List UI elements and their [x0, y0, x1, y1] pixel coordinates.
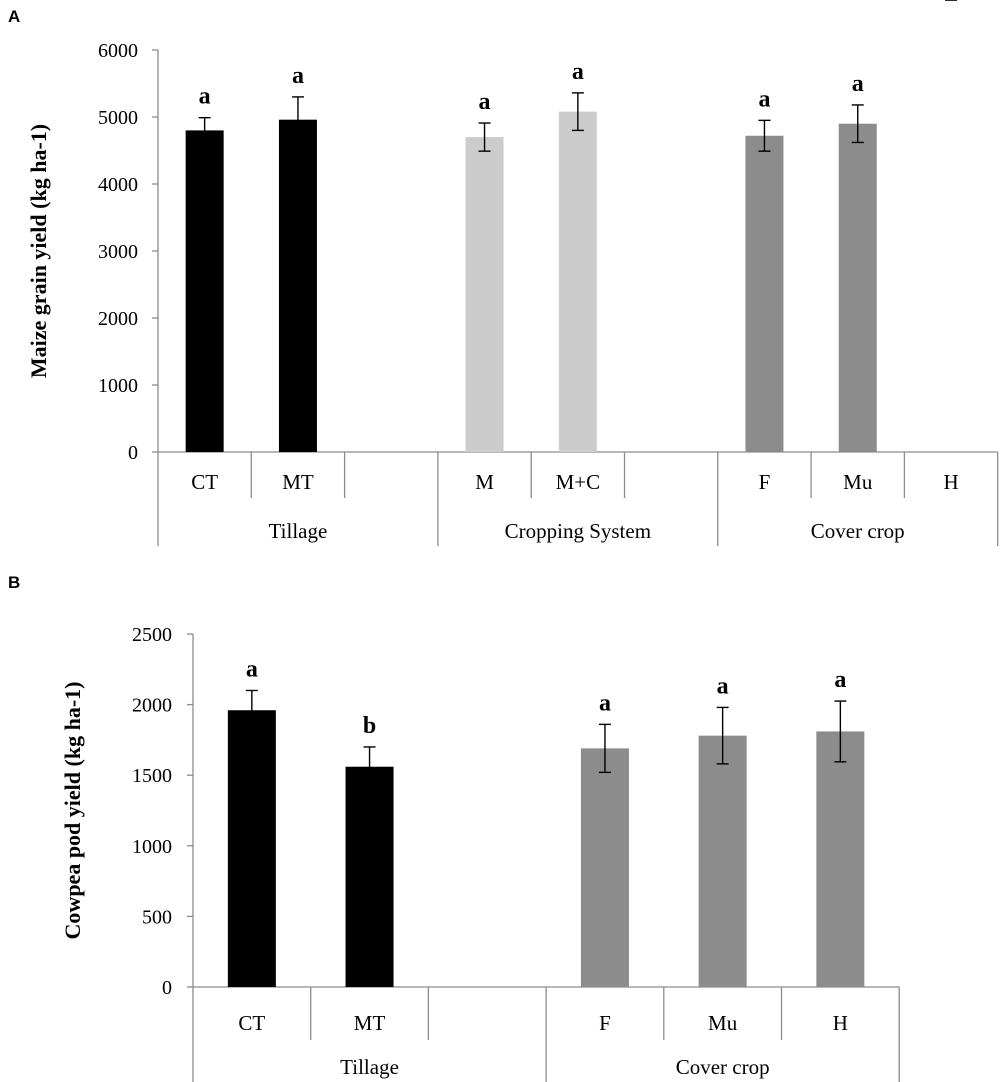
panel-b-y-tick-label-0: 0	[162, 977, 172, 999]
panel-a-bar-mu	[838, 123, 877, 452]
panel-b-bar-mt	[345, 766, 394, 987]
panel-a-category-label-h: H	[943, 470, 958, 494]
panel-b-category-label-h: H	[833, 1011, 848, 1035]
panel-b-sig-letter-ct: a	[246, 656, 258, 682]
panel-b-sig-letter-h: a	[834, 667, 846, 693]
panel-a-group-label-tillage: Tillage	[269, 519, 328, 543]
panel-b-y-tick-label-500: 500	[142, 906, 172, 928]
panel-b-chart: 0 500 1000 1500 2000 2500 Cowpea pod yield (kg…	[60, 624, 900, 1082]
panel-a-category-label-m-c: M+C	[556, 470, 601, 494]
panel-b-y-tick-label-1000: 1000	[132, 836, 172, 858]
panel-a-y-axis-title: Maize grain yield (kg ha-1)	[26, 124, 51, 378]
panel-a-category-label-m: M	[475, 470, 494, 494]
panel-a-y-tick-label-3000: 3000	[98, 241, 138, 263]
panel-a-y-tick-label-6000: 6000	[98, 40, 138, 62]
panel-a-category-label-mt: MT	[282, 470, 314, 494]
panel-b-bar-h	[816, 731, 865, 987]
panel-b-y-tick-label-2000: 2000	[132, 695, 172, 717]
panel-b-category-label-mu: Mu	[708, 1011, 738, 1035]
panel-b-bar-f	[580, 748, 629, 987]
panel-a-y-tick-label-4000: 4000	[98, 174, 138, 196]
panel-a-y-tick-label-5000: 5000	[98, 107, 138, 129]
panel-b-sig-letter-mu: a	[717, 673, 729, 699]
panel-b-sig-letter-f: a	[599, 690, 611, 716]
panel-a-sig-letter-mu: a	[852, 71, 864, 97]
panel-a-category-label-f: F	[759, 470, 771, 494]
panel-b-letter: B	[8, 573, 20, 592]
panel-a-category-label-mu: Mu	[843, 470, 873, 494]
panel-a-chart: 0 1000 2000 3000 4000 5000 6000 Maize grain yie…	[26, 0, 999, 546]
panel-a-category-label-ct: CT	[191, 470, 218, 494]
panel-a-y-tick-label-2000: 2000	[98, 308, 138, 330]
panel-b-category-label-f: F	[599, 1011, 611, 1035]
panel-a-sig-letter-m: a	[479, 89, 491, 115]
panel-a-bar-mt	[278, 119, 317, 453]
panel-a-group-label-cropping-system: Cropping System	[505, 519, 651, 543]
panel-a-y-tick-label-1000: 1000	[98, 375, 138, 397]
panel-b-category-label-ct: CT	[238, 1011, 265, 1035]
panel-a-sig-letter-mt: a	[292, 63, 304, 89]
panel-a-sig-letter-ct: a	[199, 84, 211, 110]
panel-a-y-tick-label-0: 0	[128, 442, 138, 464]
panel-b-y-tick-label-2500: 2500	[132, 624, 172, 646]
panel-a-sig-letter-f: a	[758, 86, 770, 112]
panel-a-group-label-cover-crop: Cover crop	[811, 519, 905, 543]
panel-b-group-label-tillage: Tillage	[340, 1055, 399, 1079]
panel-b-bar-mu	[698, 735, 747, 987]
panel-a-bar-m-c	[558, 111, 597, 452]
panel-a-bar-f	[745, 135, 784, 452]
panel-a-letter: A	[8, 7, 20, 26]
panel-a-bar-m	[465, 137, 504, 452]
panel-b-sig-letter-mt: b	[363, 713, 376, 739]
panel-a-sig-letter-h: a	[945, 0, 957, 6]
panel-b-bar-ct	[227, 710, 276, 987]
panel-b-group-label-cover-crop: Cover crop	[676, 1055, 770, 1079]
panel-a-sig-letter-m-c: a	[572, 59, 584, 85]
panel-a-bar-ct	[185, 130, 224, 452]
panel-b-category-label-mt: MT	[354, 1011, 386, 1035]
panel-b-y-tick-label-1500: 1500	[132, 765, 172, 787]
panel-b-y-axis-title: Cowpea pod yield (kg ha-1)	[60, 682, 85, 940]
